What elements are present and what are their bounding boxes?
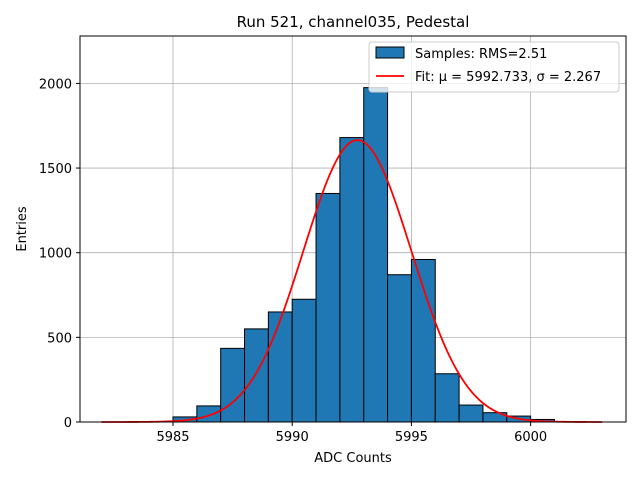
chart-title: Run 521, channel035, Pedestal — [237, 13, 470, 31]
histogram-bar — [291, 298, 317, 423]
y-tick-label: 500 — [47, 331, 72, 346]
y-tick-label: 2000 — [39, 77, 72, 92]
histogram-bar — [410, 258, 436, 423]
histogram-bar — [267, 311, 293, 423]
x-axis-title: ADC Counts — [314, 451, 392, 466]
histogram-bar — [458, 404, 484, 423]
histogram-bar — [339, 137, 365, 423]
fit-curve — [101, 139, 603, 423]
legend-label-histogram: Samples: RMS=2.51 — [415, 47, 547, 62]
y-tick-label: 1500 — [39, 162, 72, 177]
legend-label-fit: Fit: μ = 5992.733, σ = 2.267 — [415, 70, 601, 85]
histogram-bar — [196, 405, 222, 423]
y-tick-label: 0 — [64, 416, 72, 431]
histogram-bar — [220, 347, 246, 423]
x-tick-label: 6000 — [514, 430, 547, 445]
histogram-bar — [244, 328, 269, 423]
axis-ticks: 5985 5990 5995 6000 0 500 1000 1500 2000 — [39, 77, 547, 445]
histogram-bars — [172, 87, 555, 423]
plot-frame — [79, 35, 627, 423]
x-tick-label: 5990 — [276, 430, 309, 445]
x-tick-label: 5995 — [395, 430, 428, 445]
legend: Samples: RMS=2.51 Fit: μ = 5992.733, σ =… — [368, 41, 620, 93]
histogram-bar — [363, 87, 389, 423]
fit-curve-group — [101, 139, 603, 423]
legend-box — [368, 41, 620, 93]
y-tick-label: 1000 — [39, 247, 72, 262]
x-tick-label: 5985 — [156, 430, 189, 445]
y-axis-title: Entries — [15, 206, 30, 252]
histogram-bar — [434, 373, 460, 423]
legend-swatch-histogram — [375, 46, 405, 59]
histogram-bar — [387, 274, 412, 423]
histogram-bar — [315, 192, 341, 423]
